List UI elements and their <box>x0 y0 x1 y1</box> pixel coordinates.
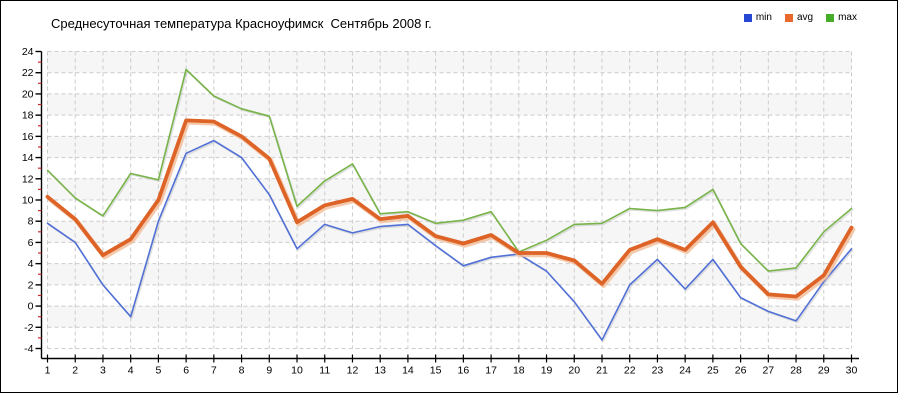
svg-text:20: 20 <box>22 88 34 100</box>
svg-text:8: 8 <box>28 216 34 228</box>
legend-item-min: min <box>743 12 772 23</box>
svg-text:14: 14 <box>402 365 414 377</box>
svg-text:-4: -4 <box>24 343 33 355</box>
svg-text:17: 17 <box>485 365 497 377</box>
legend: min avg max <box>743 12 857 23</box>
svg-text:20: 20 <box>568 365 580 377</box>
svg-text:19: 19 <box>541 365 553 377</box>
svg-text:6: 6 <box>183 365 189 377</box>
svg-text:-2: -2 <box>24 322 33 334</box>
legend-swatch-min-icon <box>743 13 752 22</box>
svg-text:2: 2 <box>28 279 34 291</box>
svg-text:24: 24 <box>22 46 34 58</box>
svg-text:18: 18 <box>22 110 34 122</box>
svg-text:24: 24 <box>679 365 691 377</box>
svg-text:14: 14 <box>22 152 34 164</box>
legend-label-avg: avg <box>796 12 814 23</box>
chart-title: Среднесуточная температура Красноуфимск … <box>51 16 432 31</box>
svg-text:6: 6 <box>28 237 34 249</box>
svg-text:10: 10 <box>291 365 303 377</box>
svg-text:8: 8 <box>239 365 245 377</box>
legend-swatch-max-icon <box>826 13 835 22</box>
legend-label-max: max <box>838 12 857 23</box>
svg-text:13: 13 <box>374 365 386 377</box>
svg-text:25: 25 <box>707 365 719 377</box>
svg-text:3: 3 <box>100 365 106 377</box>
svg-text:22: 22 <box>22 67 34 79</box>
svg-text:10: 10 <box>22 195 34 207</box>
svg-text:12: 12 <box>22 173 34 185</box>
svg-text:5: 5 <box>155 365 161 377</box>
legend-item-max: max <box>826 12 857 23</box>
svg-text:21: 21 <box>596 365 608 377</box>
svg-text:0: 0 <box>28 301 34 313</box>
svg-text:28: 28 <box>790 365 802 377</box>
svg-text:22: 22 <box>624 365 636 377</box>
svg-text:9: 9 <box>266 365 272 377</box>
legend-item-avg: avg <box>784 12 814 23</box>
svg-text:4: 4 <box>128 365 134 377</box>
svg-text:29: 29 <box>818 365 830 377</box>
svg-text:16: 16 <box>22 131 34 143</box>
svg-text:2: 2 <box>72 365 78 377</box>
svg-text:18: 18 <box>513 365 525 377</box>
svg-text:26: 26 <box>735 365 747 377</box>
svg-text:30: 30 <box>846 365 858 377</box>
legend-swatch-avg-icon <box>784 13 793 22</box>
svg-text:4: 4 <box>28 258 34 270</box>
svg-text:7: 7 <box>211 365 217 377</box>
svg-text:27: 27 <box>762 365 774 377</box>
svg-text:11: 11 <box>319 365 330 377</box>
svg-text:15: 15 <box>430 365 442 377</box>
svg-text:16: 16 <box>458 365 470 377</box>
svg-text:23: 23 <box>652 365 664 377</box>
svg-text:1: 1 <box>45 365 51 377</box>
svg-text:12: 12 <box>347 365 359 377</box>
legend-label-min: min <box>755 12 772 23</box>
